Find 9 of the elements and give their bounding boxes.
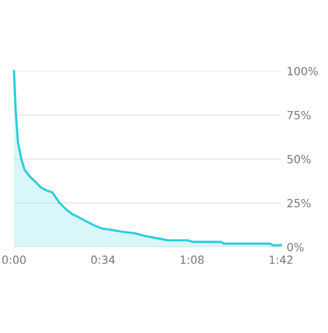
y-tick-label: 100%: [288, 66, 318, 76]
x-tick-label: 0:34: [91, 256, 115, 264]
y-tick-label: 0%: [287, 242, 304, 252]
y-tick-label: 75%: [287, 110, 311, 120]
x-tick-label: 1:08: [180, 256, 204, 264]
y-tick-label: 25%: [287, 198, 311, 208]
y-tick-label: 50%: [287, 154, 311, 164]
x-tick-label: 0:00: [2, 256, 26, 264]
x-tick-label: 1:42: [270, 256, 292, 264]
